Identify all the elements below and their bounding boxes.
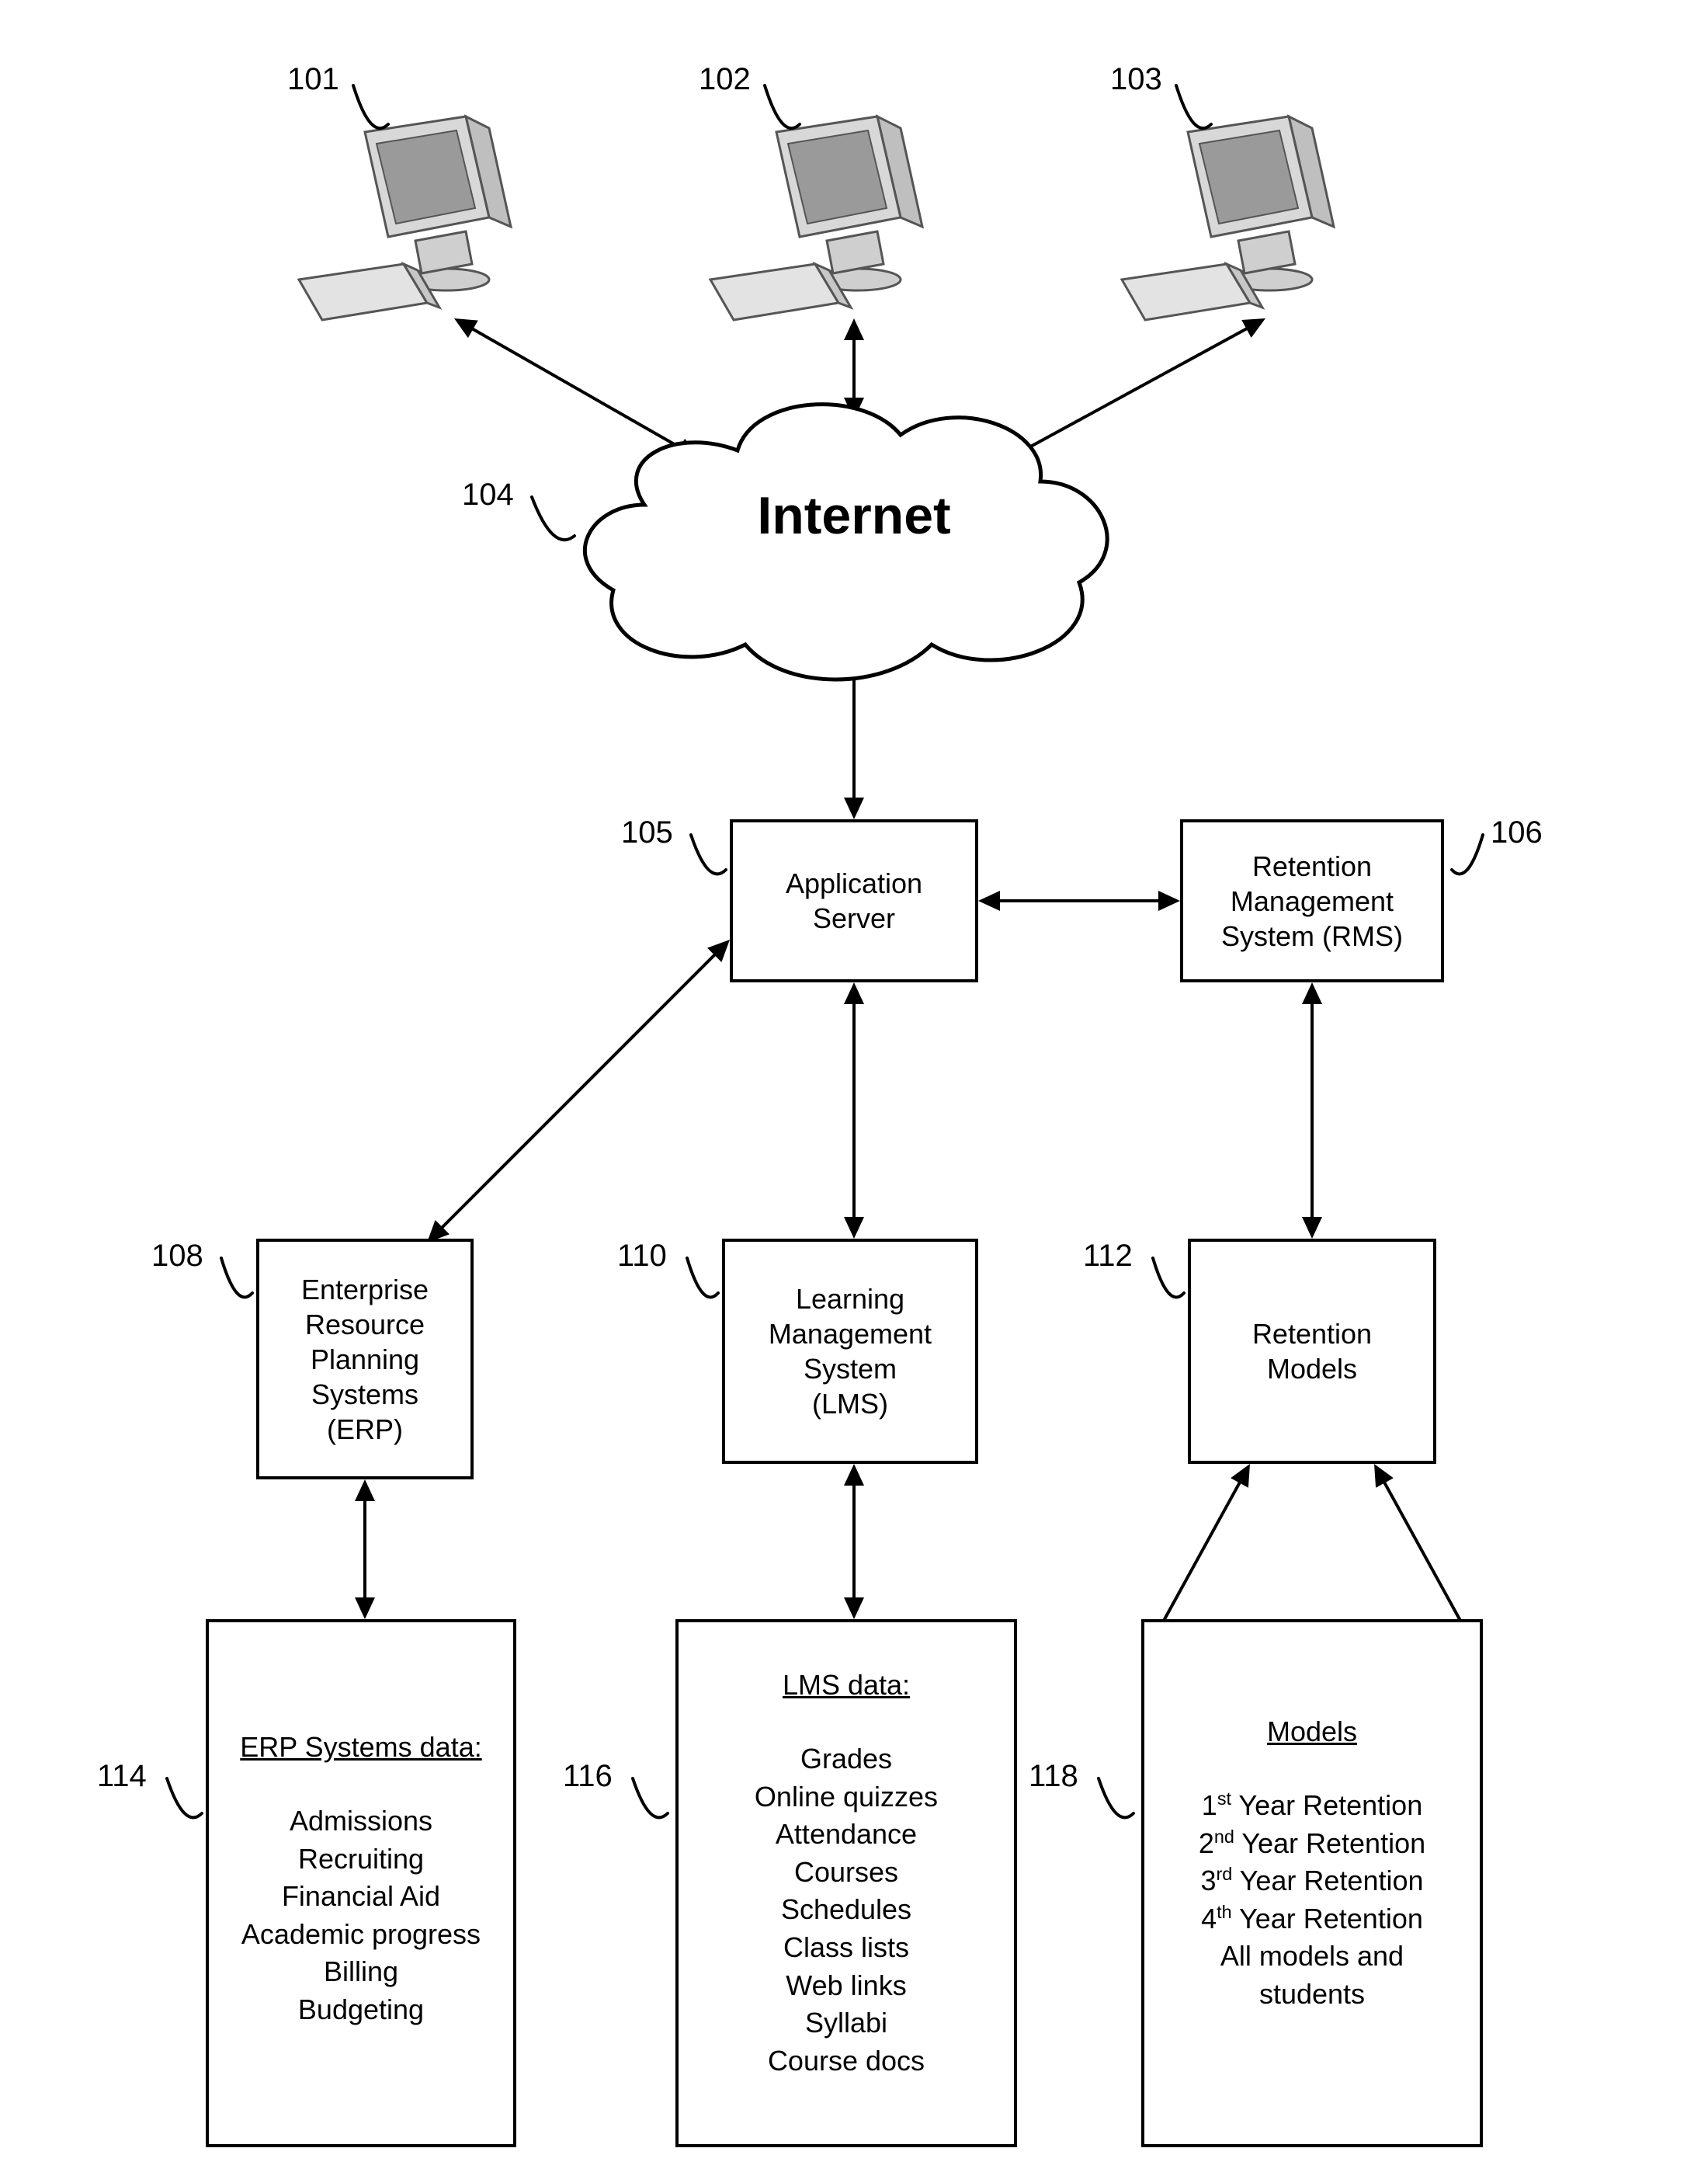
box-ret_models: RetentionModels [1188,1239,1436,1464]
box-lms: LearningManagementSystem(LMS) [722,1239,978,1464]
box-rms-line: Retention [1252,849,1372,884]
box-ret_models-line: Retention [1252,1316,1372,1351]
box-rms-line: Management [1231,884,1394,919]
box-lms-line: Management [769,1316,932,1351]
ref-106: 106 [1491,815,1543,850]
databox-erp_data-item: Admissions [232,1802,490,1841]
diagram-stage: Internet 101 102 103 104 105 106 108 110 112 114 11… [0,0,1708,2169]
box-rms-line: System (RMS) [1221,919,1403,954]
databox-lms_data-item: Grades [702,1740,991,1778]
databox-models_data-item: All models and [1168,1938,1456,1976]
databox-erp_data: ERP Systems data: AdmissionsRecruitingFin… [206,1619,516,2147]
ref-118: 118 [1029,1759,1078,1794]
box-erp-line: (ERP) [327,1412,403,1447]
databox-erp_data-item: Academic progress [232,1916,490,1954]
databox-lms_data-title: LMS data: [702,1669,991,1701]
databox-erp_data-title: ERP Systems data: [232,1731,490,1764]
box-app_server-line: Application [786,866,922,901]
ref-103: 103 [1110,62,1162,97]
ref-112: 112 [1083,1239,1133,1274]
databox-models_data-item: 4th Year Retention [1168,1900,1456,1938]
databox-erp_data-item: Financial Aid [232,1878,490,1916]
databox-lms_data-items: GradesOnline quizzesAttendanceCoursesSch… [702,1740,991,2080]
ref-102: 102 [699,62,751,97]
databox-lms_data: LMS data:GradesOnline quizzesAttendanceC… [675,1619,1017,2147]
databox-lms_data-item: Schedules [702,1891,991,1929]
databox-lms_data-item: Class lists [702,1929,991,1967]
databox-erp_data-item: Billing [232,1953,490,1991]
databox-lms_data-item: Web links [702,1967,991,2005]
databox-models_data-item: students [1168,1976,1456,2014]
databox-models_data-items: 1st Year Retention2nd Year Retention3rd … [1168,1787,1456,2014]
ref-116: 116 [563,1759,613,1794]
box-erp-line: Resource [305,1307,425,1342]
databox-erp_data-items: AdmissionsRecruitingFinancial AidAcademi… [232,1802,490,2029]
databox-lms_data-item: Online quizzes [702,1778,991,1816]
databox-models_data-item: 2nd Year Retention [1168,1825,1456,1863]
databox-lms_data-item: Attendance [702,1816,991,1854]
box-lms-line: Learning [796,1281,904,1316]
box-lms-line: System [804,1351,897,1386]
box-rms: RetentionManagementSystem (RMS) [1180,819,1444,982]
databox-models_data: Models 1st Year Retention2nd Year Retenti… [1141,1619,1483,2147]
box-ret_models-line: Models [1267,1351,1357,1386]
databox-lms_data-item: Syllabi [702,2004,991,2042]
databox-lms_data-item: Courses [702,1854,991,1892]
ref-108: 108 [151,1239,203,1274]
box-erp: EnterpriseResourcePlanningSystems(ERP) [256,1239,474,1479]
box-app_server: ApplicationServer [730,819,978,982]
ref-110: 110 [617,1239,667,1274]
box-lms-line: (LMS) [812,1386,888,1421]
databox-lms_data-item: Course docs [702,2042,991,2080]
box-app_server-line: Server [813,901,895,936]
ref-114: 114 [97,1759,147,1794]
ref-101: 101 [287,62,339,97]
databox-models_data-title: Models [1168,1715,1456,1748]
ref-105: 105 [621,815,673,850]
databox-models_data-item: 3rd Year Retention [1168,1862,1456,1900]
internet-cloud-label: Internet [722,485,986,546]
databox-erp_data-item: Budgeting [232,1991,490,2029]
box-erp-line: Enterprise [301,1272,429,1307]
box-erp-line: Planning [311,1342,419,1377]
box-erp-line: Systems [311,1377,418,1412]
databox-erp_data-item: Recruiting [232,1841,490,1879]
ref-104: 104 [462,478,514,513]
databox-models_data-item: 1st Year Retention [1168,1787,1456,1825]
